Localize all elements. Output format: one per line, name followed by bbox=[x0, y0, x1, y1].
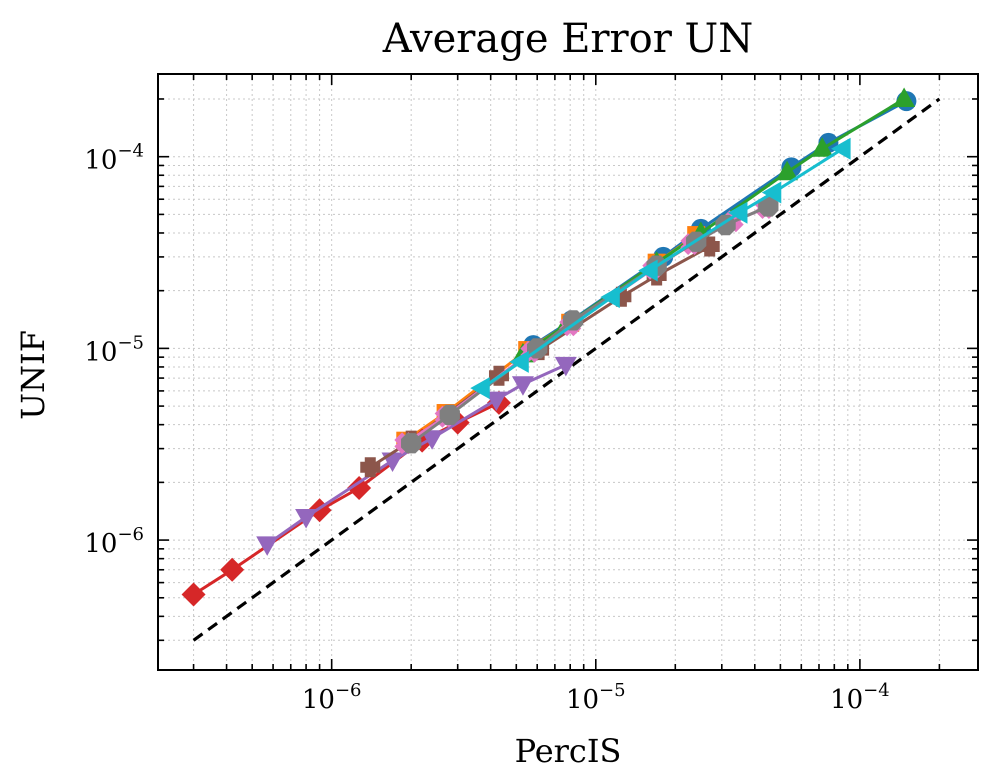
series-9 bbox=[470, 137, 851, 400]
series-5 bbox=[256, 356, 577, 556]
data-point bbox=[220, 557, 245, 582]
x-axis-label: PercIS bbox=[515, 732, 622, 770]
data-point bbox=[439, 404, 460, 426]
y-tick-label: 10−5 bbox=[84, 332, 144, 367]
data-point bbox=[761, 181, 782, 204]
data-point bbox=[758, 196, 779, 217]
data-point bbox=[511, 376, 534, 396]
data-point bbox=[347, 475, 372, 500]
plot-frame bbox=[157, 73, 979, 671]
ticks: 10−6 10−5 10−4 10−6 10−5 10−4 bbox=[84, 74, 978, 715]
data-point bbox=[470, 377, 490, 400]
data-point bbox=[485, 391, 508, 412]
data-point bbox=[181, 582, 206, 607]
grid bbox=[158, 74, 978, 670]
x-tick-label: 10−6 bbox=[302, 680, 362, 715]
data-point bbox=[401, 433, 422, 454]
data-point bbox=[600, 286, 620, 309]
data-point bbox=[256, 536, 279, 556]
data-point bbox=[421, 430, 444, 450]
chart-title: Average Error UN bbox=[382, 16, 754, 62]
series-group bbox=[181, 87, 917, 607]
data-point bbox=[295, 508, 318, 529]
y-tick-label: 10−6 bbox=[84, 524, 144, 559]
data-point bbox=[776, 160, 799, 181]
data-point bbox=[562, 310, 584, 331]
data-point bbox=[554, 356, 577, 377]
y-tick-label: 10−4 bbox=[84, 141, 144, 176]
data-point bbox=[360, 457, 381, 478]
data-point bbox=[831, 137, 851, 160]
x-tick-label: 10−5 bbox=[566, 680, 626, 715]
y-axis-label: UNIF bbox=[14, 330, 52, 420]
data-point bbox=[727, 201, 748, 224]
data-point bbox=[811, 137, 834, 157]
data-point bbox=[509, 350, 529, 373]
data-point bbox=[638, 259, 658, 282]
x-tick-label: 10−4 bbox=[830, 680, 890, 715]
data-point bbox=[893, 87, 916, 107]
